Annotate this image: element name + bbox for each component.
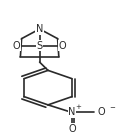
Text: O: O: [13, 41, 21, 51]
Text: N: N: [36, 24, 43, 34]
Text: +: +: [76, 104, 81, 110]
Text: O: O: [68, 124, 76, 134]
Text: O: O: [97, 108, 105, 117]
Text: O: O: [59, 41, 66, 51]
Text: −: −: [109, 105, 115, 111]
Text: N: N: [68, 108, 76, 117]
Text: S: S: [36, 41, 43, 51]
